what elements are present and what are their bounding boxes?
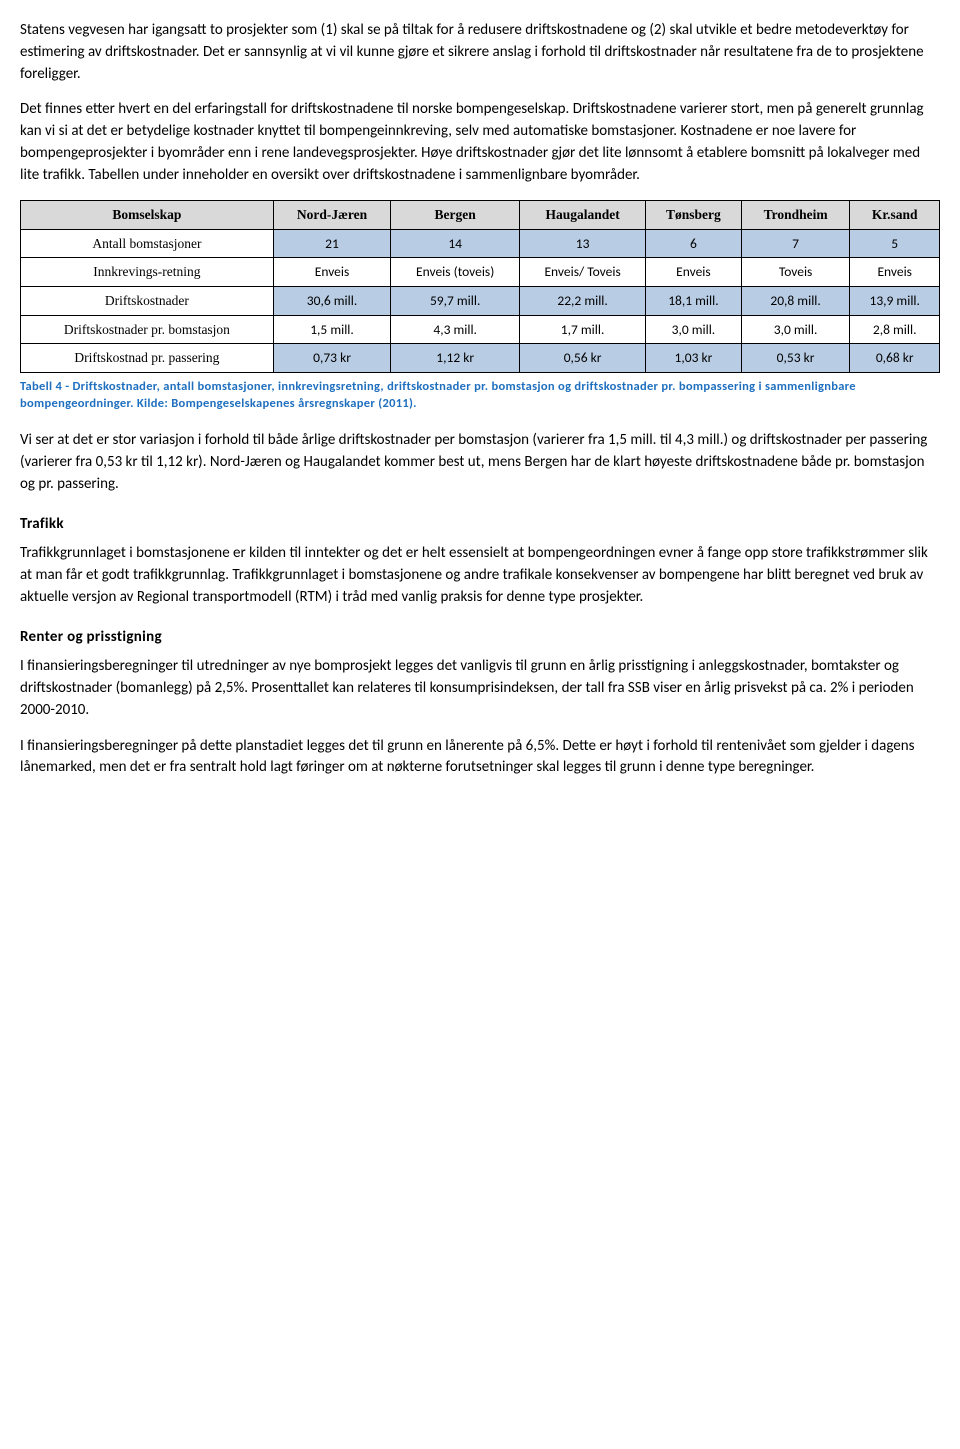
cell: 0,56 kr <box>520 344 646 373</box>
cell: 1,5 mill. <box>273 315 390 344</box>
cell: 3,0 mill. <box>741 315 850 344</box>
th-bergen: Bergen <box>391 201 520 230</box>
cell: 21 <box>273 229 390 258</box>
cell: 22,2 mill. <box>520 286 646 315</box>
cell: 59,7 mill. <box>391 286 520 315</box>
cell: Enveis (toveis) <box>391 258 520 287</box>
th-bomselskap: Bomselskap <box>21 201 274 230</box>
table-row: Driftskostnad pr. passering0,73 kr1,12 k… <box>21 344 940 373</box>
cell: 3,0 mill. <box>646 315 742 344</box>
paragraph-renter-2: I finansieringsberegninger på dette plan… <box>20 736 940 780</box>
cell: 0,53 kr <box>741 344 850 373</box>
row-label: Driftskostnader pr. bomstasjon <box>21 315 274 344</box>
paragraph-intro: Statens vegvesen har igangsatt to prosje… <box>20 20 940 85</box>
th-tonsberg: Tønsberg <box>646 201 742 230</box>
table-row: Driftskostnader30,6 mill.59,7 mill.22,2 … <box>21 286 940 315</box>
cell: 1,12 kr <box>391 344 520 373</box>
table-caption: Tabell 4 - Driftskostnader, antall bomst… <box>20 379 940 413</box>
th-krsand: Kr.sand <box>850 201 940 230</box>
heading-renter: Renter og prisstigning <box>20 627 940 649</box>
cell: 18,1 mill. <box>646 286 742 315</box>
cell: 6 <box>646 229 742 258</box>
row-label: Innkrevings-retning <box>21 258 274 287</box>
th-nordjaeren: Nord-Jæren <box>273 201 390 230</box>
row-label: Driftskostnader <box>21 286 274 315</box>
cell: 14 <box>391 229 520 258</box>
row-label: Antall bomstasjoner <box>21 229 274 258</box>
row-label: Driftskostnad pr. passering <box>21 344 274 373</box>
driftskostnader-table: Bomselskap Nord-Jæren Bergen Haugalandet… <box>20 200 940 372</box>
heading-trafikk: Trafikk <box>20 514 940 536</box>
table-row: Driftskostnader pr. bomstasjon1,5 mill.4… <box>21 315 940 344</box>
cell: 30,6 mill. <box>273 286 390 315</box>
th-trondheim: Trondheim <box>741 201 850 230</box>
cell: Enveis <box>646 258 742 287</box>
paragraph-renter-1: I finansieringsberegninger til utredning… <box>20 656 940 721</box>
cell: Enveis/ Toveis <box>520 258 646 287</box>
cell: 20,8 mill. <box>741 286 850 315</box>
cell: 5 <box>850 229 940 258</box>
paragraph-variasjon: Vi ser at det er stor variasjon i forhol… <box>20 430 940 495</box>
cell: 0,73 kr <box>273 344 390 373</box>
cell: 13 <box>520 229 646 258</box>
paragraph-erfaringstall: Det finnes etter hvert en del erfaringst… <box>20 99 940 186</box>
cell: 4,3 mill. <box>391 315 520 344</box>
table-row: Innkrevings-retningEnveisEnveis (toveis)… <box>21 258 940 287</box>
cell: 0,68 kr <box>850 344 940 373</box>
cell: 2,8 mill. <box>850 315 940 344</box>
cell: Toveis <box>741 258 850 287</box>
cell: Enveis <box>273 258 390 287</box>
paragraph-trafikk: Trafikkgrunnlaget i bomstasjonene er kil… <box>20 543 940 608</box>
cell: 7 <box>741 229 850 258</box>
cell: 1,7 mill. <box>520 315 646 344</box>
th-haugalandet: Haugalandet <box>520 201 646 230</box>
cell: Enveis <box>850 258 940 287</box>
table-header-row: Bomselskap Nord-Jæren Bergen Haugalandet… <box>21 201 940 230</box>
table-row: Antall bomstasjoner211413675 <box>21 229 940 258</box>
cell: 13,9 mill. <box>850 286 940 315</box>
cell: 1,03 kr <box>646 344 742 373</box>
